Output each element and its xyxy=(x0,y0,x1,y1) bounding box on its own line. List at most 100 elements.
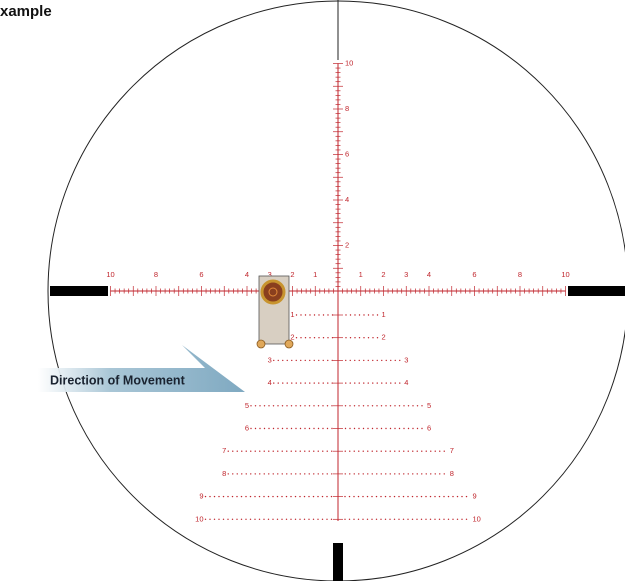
holdover-dot xyxy=(456,518,459,520)
holdover-dot xyxy=(407,450,409,452)
holdover-dot xyxy=(272,518,274,520)
holdover-dot xyxy=(443,495,445,498)
holdover-dot xyxy=(295,427,297,430)
holdover-dot xyxy=(250,405,252,407)
holdover-dot xyxy=(403,405,405,407)
h-label: 1 xyxy=(359,270,363,279)
holdover-dot xyxy=(330,495,333,498)
holdover-dot xyxy=(344,518,346,520)
holdover-dot xyxy=(272,405,275,407)
holdover-dot xyxy=(345,337,347,339)
holdover-dot xyxy=(326,518,328,520)
holdover-dot xyxy=(443,473,445,475)
holdover-dot xyxy=(322,450,324,452)
holdover-dot xyxy=(232,450,234,452)
holdover-dot xyxy=(421,405,423,407)
holdover-dot xyxy=(353,450,355,452)
h-label: 3 xyxy=(268,270,272,279)
holdover-dot xyxy=(438,518,441,520)
holdover-dot xyxy=(272,450,274,452)
holdover-dot xyxy=(384,518,387,520)
holdover-dot xyxy=(358,337,361,339)
target xyxy=(256,275,294,349)
holdover-dot xyxy=(385,359,387,362)
holdover-dot xyxy=(312,518,315,520)
target-center xyxy=(268,287,278,297)
holdover-dot xyxy=(317,495,319,498)
holdover-dot xyxy=(281,473,283,475)
holdover-dot xyxy=(300,382,302,384)
holdover-dot xyxy=(456,495,459,498)
holdover-label: 5 xyxy=(427,401,431,410)
holdover-dot xyxy=(376,359,378,362)
holdover-dot xyxy=(394,382,396,384)
holdover-dot xyxy=(313,427,315,430)
holdover-dot xyxy=(322,314,325,316)
holdover-dot xyxy=(376,473,378,475)
holdover-dot xyxy=(222,518,225,520)
holdover-dot xyxy=(254,427,257,430)
holdover-dot xyxy=(358,427,360,430)
holdover-label: 6 xyxy=(427,423,431,432)
holdover-dot xyxy=(331,337,334,339)
holdover-dot xyxy=(277,382,279,384)
holdover-label: 7 xyxy=(450,446,454,455)
holdover-dot xyxy=(282,359,284,362)
holdover-dot xyxy=(263,405,266,407)
holdover-label: 1 xyxy=(382,310,386,319)
holdover-dot xyxy=(429,495,432,498)
holdover-dot xyxy=(285,495,288,498)
holdover-dot xyxy=(348,495,351,498)
holdover-dot xyxy=(299,518,301,520)
holdover-dot xyxy=(362,473,364,475)
holdover-dot xyxy=(380,473,382,475)
holdover-dot xyxy=(372,359,374,362)
holdover-dot xyxy=(412,450,414,452)
holdover-dot xyxy=(380,450,382,452)
holdover-dot xyxy=(385,427,387,430)
holdover-dot xyxy=(412,473,414,475)
holdover-dot xyxy=(277,405,279,407)
holdover-label: 1 xyxy=(290,310,294,319)
holdover-dot xyxy=(385,405,387,407)
holdover-dot xyxy=(303,495,306,498)
holdover-dot xyxy=(389,473,391,475)
holdover-dot xyxy=(394,359,396,362)
holdover-dot xyxy=(273,382,275,384)
holdover-dot xyxy=(363,314,365,316)
holdover-dot xyxy=(371,518,373,520)
holdover-dot xyxy=(227,473,229,475)
holdover-dot xyxy=(286,450,288,452)
holdover-dot xyxy=(285,518,288,520)
holdover-dot xyxy=(290,427,293,430)
holdover-dot xyxy=(358,405,360,407)
holdover-dot xyxy=(402,495,405,498)
h-label: 2 xyxy=(381,270,385,279)
holdover-dot xyxy=(367,405,369,407)
title: xample xyxy=(0,3,52,20)
holdover-dot xyxy=(259,450,261,452)
holdover-dot xyxy=(362,450,364,452)
holdover-dot xyxy=(204,518,207,520)
holdover-dot xyxy=(367,427,369,430)
h-label: 4 xyxy=(427,270,431,279)
holdover-dot xyxy=(308,427,311,430)
holdover-dot xyxy=(371,473,373,475)
holdover-dot xyxy=(362,495,364,498)
holdover-dot xyxy=(281,427,284,430)
holdover-dot xyxy=(430,450,432,452)
holdover-dot xyxy=(434,495,436,498)
holdover-dot xyxy=(381,382,383,384)
holdover-dot xyxy=(318,314,320,316)
holdover-dot xyxy=(407,427,410,430)
h-label: 6 xyxy=(199,270,203,279)
holdover-dot xyxy=(349,337,352,339)
holdover-dot xyxy=(277,427,279,430)
holdover-dot xyxy=(313,359,315,362)
h-label: 1 xyxy=(313,270,317,279)
holdover-dot xyxy=(420,518,423,520)
holdover-dot xyxy=(286,427,288,430)
holdover-dot xyxy=(295,382,297,384)
holdover-label: 9 xyxy=(473,492,477,501)
holdover-dot xyxy=(259,427,261,430)
